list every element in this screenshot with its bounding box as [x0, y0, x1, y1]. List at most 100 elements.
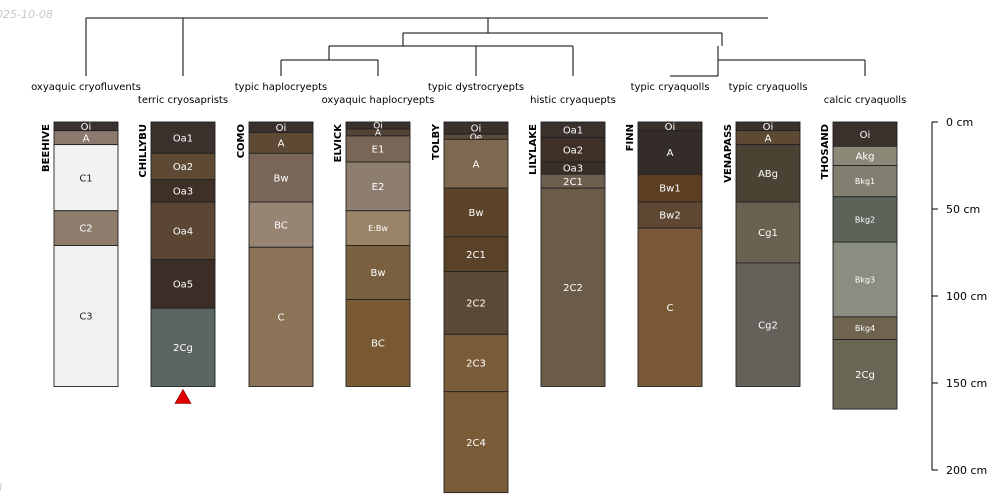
- profile-id-label: CHILLYBU: [138, 124, 149, 178]
- date-stamp: 025-10-08: [0, 8, 53, 21]
- horizon-label: Oa5: [173, 279, 193, 290]
- taxon-label: typic cryaquolls: [631, 82, 710, 93]
- horizon-block: [443, 271, 509, 335]
- horizon-label: Oa3: [563, 164, 583, 175]
- horizon-block: [248, 152, 314, 203]
- horizon-block: [443, 391, 509, 494]
- horizon-label: ABg: [758, 169, 778, 180]
- horizon-label: Oa1: [173, 133, 193, 144]
- horizon-label: Oe: [470, 133, 483, 143]
- profile-thosand: Oi Akg Bkg1 Bkg2 Bkg3 Bkg4 2Cg THOSAND: [820, 121, 898, 410]
- horizon-label: Oi: [471, 124, 482, 135]
- horizon-block: [735, 144, 801, 203]
- horizon-block: [345, 299, 411, 387]
- profile-lilylake: Oa1 Oa2 Oa3 2C1 2C2 LILYLAKE: [528, 121, 606, 387]
- horizon-label: Oa2: [173, 162, 193, 173]
- horizon-block: [832, 121, 898, 147]
- taxon-label: typic dystrocryepts: [428, 82, 524, 93]
- horizon-block: [53, 210, 119, 246]
- horizon-label: Bkg4: [855, 324, 875, 333]
- depth-tick-label: 50 cm: [946, 203, 980, 216]
- horizon-block: [150, 307, 216, 387]
- horizon-block: [345, 161, 411, 212]
- horizon-label: 2Cg: [173, 343, 193, 354]
- horizon-block: [637, 173, 703, 203]
- horizon-label: Oi: [81, 122, 92, 133]
- depth-axis: 0 cm 50 cm 100 cm 150 cm 200 cm: [931, 116, 987, 477]
- horizon-label: Oi: [373, 122, 383, 132]
- horizon-label: 2Cg: [855, 370, 875, 381]
- horizon-label: A: [667, 148, 674, 159]
- taxon-label: calcic cryaquolls: [824, 95, 907, 106]
- horizon-label: 2C3: [466, 359, 486, 370]
- horizon-label: Bw: [370, 268, 385, 279]
- taxon-label: oxyaquic cryofluvents: [31, 82, 141, 93]
- horizon-block: [150, 201, 216, 260]
- horizon-label: Oi: [665, 122, 676, 133]
- warning-triangle-icon: [174, 388, 192, 404]
- horizon-label: Oa3: [173, 186, 193, 197]
- horizon-label: BC: [274, 220, 288, 231]
- horizon-label: A: [473, 159, 480, 170]
- profile-chillybu: Oa1 Oa2 Oa3 Oa4 Oa5 2Cg CHILLYBU: [138, 121, 216, 404]
- horizon-label: BC: [371, 339, 385, 350]
- horizon-label: A: [765, 133, 772, 144]
- taxon-label: terric cryosaprists: [138, 95, 228, 106]
- horizon-block: [443, 187, 509, 238]
- horizon-label: E:Bw: [368, 224, 388, 233]
- horizon-block: [150, 121, 216, 154]
- taxon-label: typic cryaquolls: [729, 82, 808, 93]
- horizon-label: 2C2: [563, 283, 583, 294]
- profile-id-label: ELVICK: [333, 123, 344, 163]
- horizon-block: [248, 246, 314, 387]
- horizon-label: A: [278, 138, 285, 149]
- horizon-label: Bkg1: [855, 177, 875, 186]
- taxon-label: histic cryaquepts: [530, 95, 616, 106]
- horizon-label: Akg: [856, 152, 875, 163]
- horizon-block: [345, 210, 411, 246]
- depth-tick-label: 100 cm: [946, 290, 987, 303]
- horizon-label: Bw1: [659, 184, 680, 195]
- horizon-label: Oi: [860, 130, 871, 141]
- horizon-label: A: [375, 129, 382, 139]
- profile-como: Oi A Bw BC C COMO: [236, 121, 314, 387]
- horizon-block: [832, 339, 898, 410]
- profile-id-label: TOLBY: [431, 123, 442, 160]
- horizon-label: Bkg3: [855, 275, 875, 284]
- horizon-label: C3: [79, 312, 92, 323]
- depth-tick-label: 150 cm: [946, 377, 987, 390]
- horizon-block: [735, 201, 801, 264]
- horizon-label: Oa1: [563, 125, 583, 136]
- horizon-block: [540, 187, 606, 387]
- depth-tick-label: 200 cm: [946, 464, 987, 477]
- corner-mark: l: [0, 481, 2, 494]
- horizon-label: 2C1: [563, 177, 583, 188]
- horizon-label: 2C4: [466, 438, 486, 449]
- horizon-block: [150, 259, 216, 309]
- horizon-label: Cg1: [758, 228, 778, 239]
- horizon-label: Bw: [273, 173, 288, 184]
- horizon-label: 2C1: [466, 250, 486, 261]
- horizon-block: [345, 135, 411, 163]
- horizon-block: [150, 152, 216, 180]
- profile-id-label: BEEHIVE: [41, 124, 52, 172]
- horizon-block: [637, 130, 703, 175]
- taxon-label: oxyaquic haplocryepts: [322, 95, 435, 106]
- horizon-label: Oa2: [563, 145, 583, 156]
- profile-id-label: FINN: [625, 124, 636, 151]
- horizon-block: [735, 262, 801, 387]
- horizon-block: [832, 241, 898, 318]
- horizon-label: Oa4: [173, 226, 193, 237]
- horizon-label: C: [278, 312, 285, 323]
- taxonomy-dendrogram: [85, 17, 866, 77]
- horizon-label: Bkg2: [855, 215, 875, 224]
- horizon-block: [832, 196, 898, 243]
- profile-id-label: COMO: [236, 124, 247, 158]
- taxon-labels: oxyaquic cryofluvents terric cryosaprists…: [31, 82, 906, 106]
- horizon-label: Bw: [468, 208, 483, 219]
- horizon-label: C2: [79, 224, 92, 235]
- profile-finn: Oi A Bw1 Bw2 C FINN: [625, 121, 703, 387]
- horizon-label: 2C2: [466, 299, 486, 310]
